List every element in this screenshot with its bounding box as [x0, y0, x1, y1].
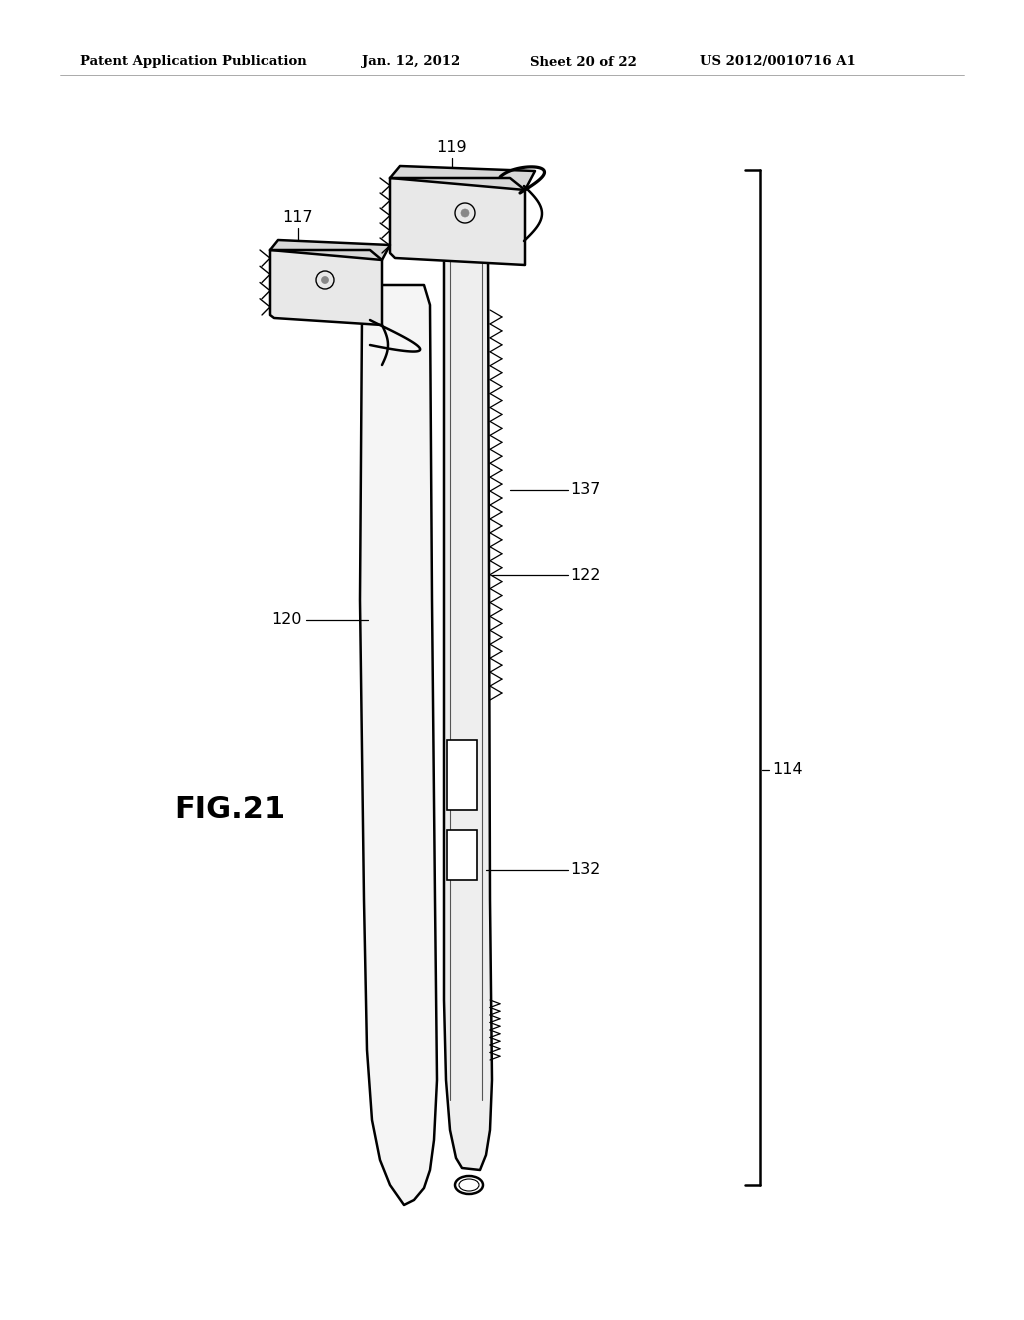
Text: Jan. 12, 2012: Jan. 12, 2012: [362, 55, 460, 69]
Text: FIG.21: FIG.21: [174, 796, 286, 825]
Polygon shape: [444, 248, 492, 1170]
Text: 122: 122: [570, 568, 600, 582]
Text: 114: 114: [772, 763, 803, 777]
Text: 137: 137: [570, 483, 600, 498]
Polygon shape: [270, 240, 390, 260]
Text: Patent Application Publication: Patent Application Publication: [80, 55, 307, 69]
Polygon shape: [390, 178, 525, 265]
Text: 117: 117: [283, 210, 313, 226]
Ellipse shape: [322, 276, 329, 284]
Bar: [447, 741, 477, 810]
Polygon shape: [270, 249, 382, 325]
Text: US 2012/0010716 A1: US 2012/0010716 A1: [700, 55, 856, 69]
Text: 120: 120: [271, 612, 302, 627]
Text: Sheet 20 of 22: Sheet 20 of 22: [530, 55, 637, 69]
Text: 132: 132: [570, 862, 600, 878]
Text: 119: 119: [436, 140, 467, 156]
Polygon shape: [390, 166, 535, 190]
Bar: [447, 830, 477, 880]
Ellipse shape: [461, 209, 469, 216]
Polygon shape: [360, 285, 437, 1205]
